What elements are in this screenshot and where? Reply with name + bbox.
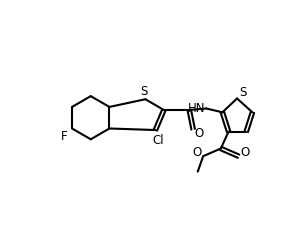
Text: HN: HN (188, 102, 206, 115)
Text: S: S (240, 86, 247, 99)
Text: S: S (140, 85, 147, 98)
Text: F: F (61, 130, 68, 143)
Text: O: O (240, 146, 249, 159)
Text: Cl: Cl (152, 134, 163, 147)
Text: O: O (195, 127, 204, 140)
Text: O: O (192, 146, 202, 159)
